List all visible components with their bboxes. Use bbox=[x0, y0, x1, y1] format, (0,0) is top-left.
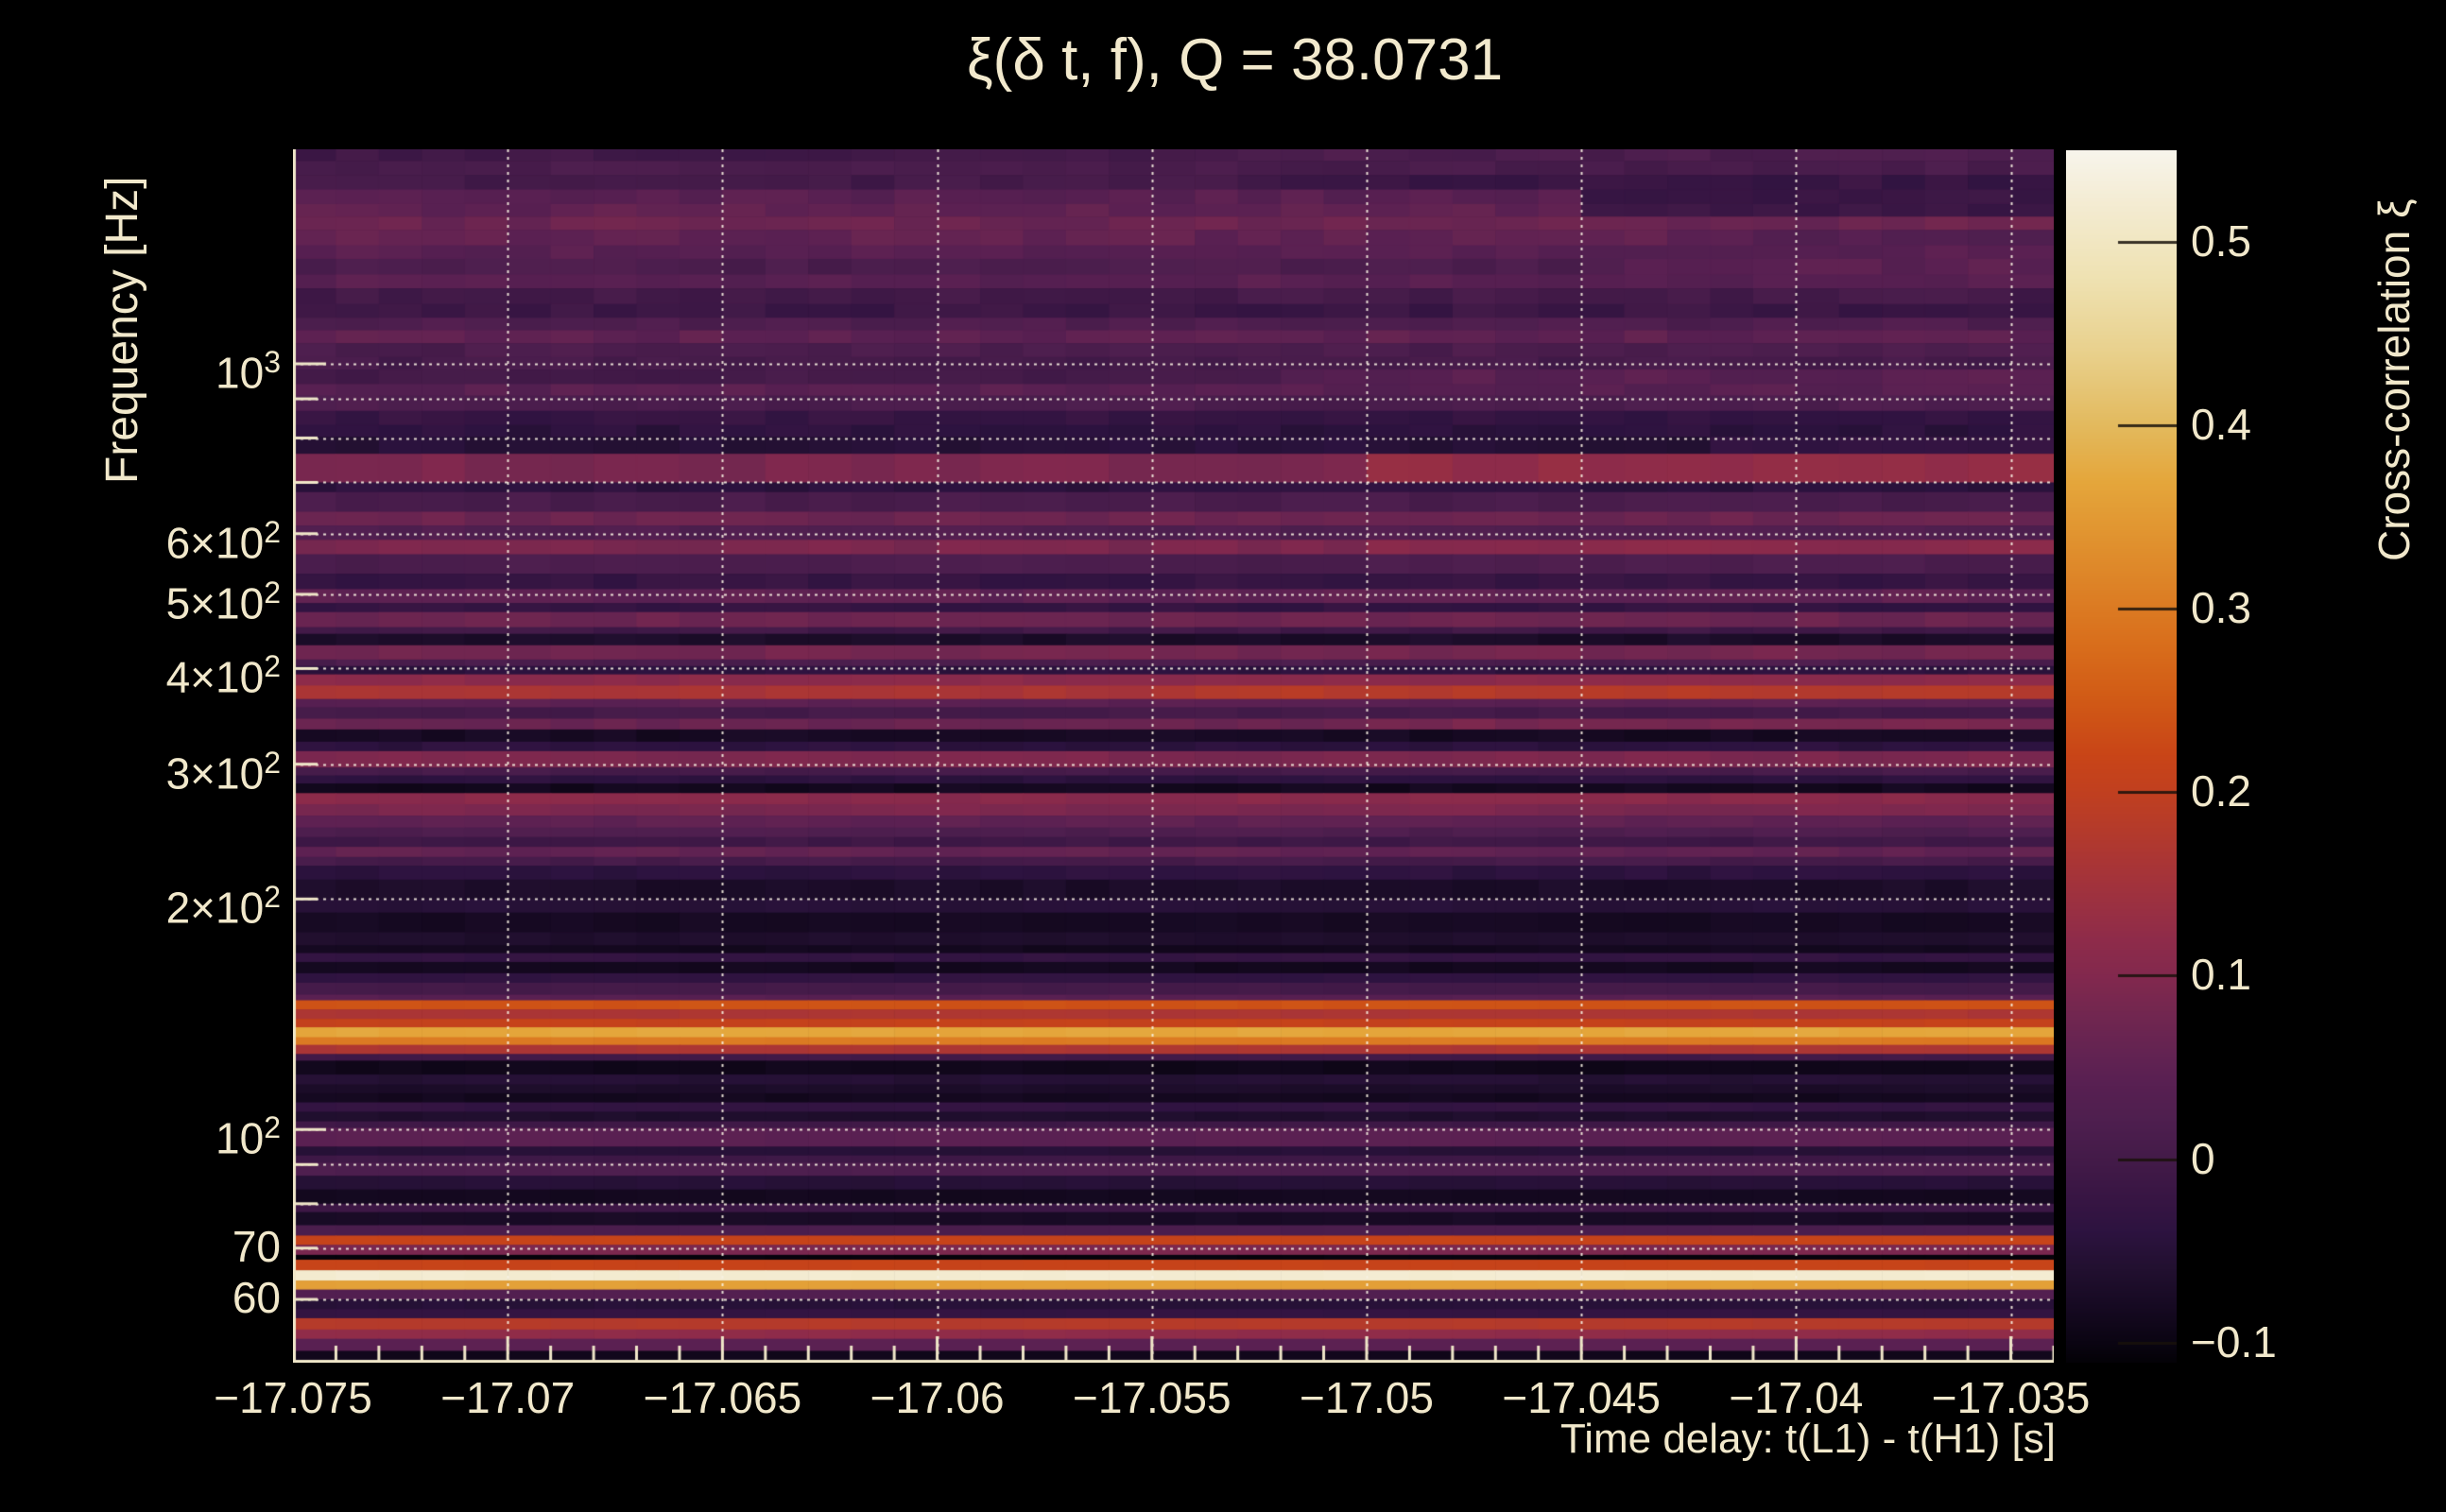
colorbar-tick-label: 0.2 bbox=[2191, 766, 2251, 816]
y-tick-label: 4×102 bbox=[165, 649, 281, 702]
y-tick-label: 2×102 bbox=[165, 880, 281, 933]
colorbar-tick-label: 0.1 bbox=[2191, 950, 2251, 1000]
x-axis-title: Time delay: t(L1) - t(H1) [s] bbox=[1559, 1416, 2056, 1462]
colorbar-tick-label: 0.3 bbox=[2191, 583, 2251, 633]
x-tick-label: −17.06 bbox=[870, 1373, 1005, 1422]
colorbar-title: Cross-correlation ξ bbox=[2369, 198, 2419, 561]
colorbar-tick-label: −0.1 bbox=[2191, 1316, 2277, 1366]
x-tick-label: −17.045 bbox=[1502, 1373, 1661, 1422]
x-tick-label: −17.075 bbox=[214, 1373, 372, 1422]
y-tick-label: 3×102 bbox=[165, 745, 281, 798]
y-tick-label: 6×102 bbox=[165, 514, 281, 568]
plot-area bbox=[293, 149, 2054, 1363]
x-tick-label: −17.055 bbox=[1072, 1373, 1232, 1422]
y-tick-label: 60 bbox=[232, 1273, 281, 1322]
heatmap-canvas bbox=[293, 149, 2054, 1363]
y-axis-title: Frequency [Hz] bbox=[97, 176, 147, 484]
y-tick-label: 70 bbox=[232, 1221, 281, 1271]
y-tick-label: 5×102 bbox=[165, 575, 281, 628]
chart-title: ξ(δ t, f), Q = 38.0731 bbox=[966, 27, 1504, 93]
colorbar-tick-label: 0.5 bbox=[2191, 216, 2251, 266]
x-tick-label: −17.065 bbox=[643, 1373, 802, 1422]
x-tick-label: −17.035 bbox=[1931, 1373, 2091, 1422]
y-tick-label: 102 bbox=[215, 1110, 281, 1163]
colorbar-tick-label: 0.4 bbox=[2191, 400, 2251, 450]
colorbar bbox=[2066, 150, 2177, 1363]
x-tick-label: −17.07 bbox=[440, 1373, 576, 1422]
x-tick-label: −17.05 bbox=[1299, 1373, 1434, 1422]
colorbar-tick-label: 0 bbox=[2191, 1133, 2215, 1183]
y-tick-label: 103 bbox=[215, 344, 281, 398]
x-tick-label: −17.04 bbox=[1729, 1373, 1864, 1422]
